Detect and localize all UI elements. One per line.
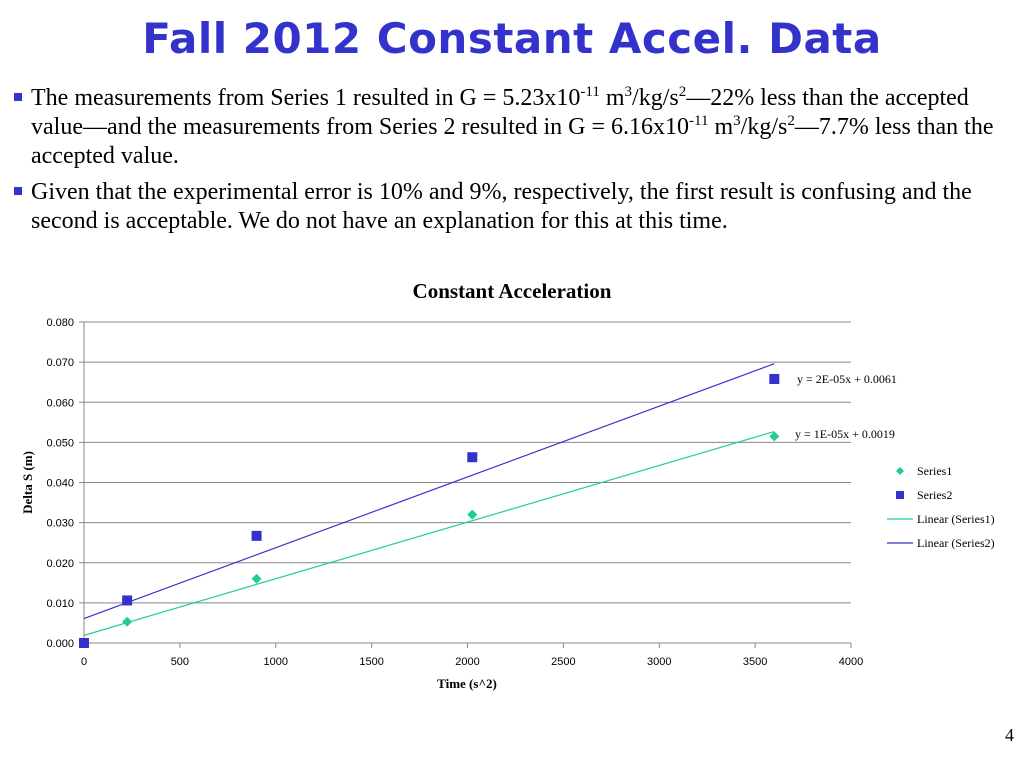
data-point-series2 [251, 530, 262, 541]
y-axis-label: Delta S (m) [20, 451, 35, 514]
bullet-text: Given that the experimental error is 10%… [31, 179, 972, 234]
x-tick-label: 3500 [743, 656, 767, 668]
x-tick-label: 1500 [359, 656, 383, 668]
trendline-equation-series1: y = 1E-05x + 0.0019 [795, 427, 895, 441]
y-tick-label: 0.080 [46, 317, 74, 329]
chart-title: Constant Acceleration [413, 279, 612, 303]
x-axis-label: Time (s^2) [437, 676, 497, 691]
y-tick-label: 0.070 [46, 357, 74, 369]
y-tick-label: 0.040 [46, 478, 74, 490]
legend-series2-label: Series2 [917, 488, 952, 502]
legend-series1-marker [896, 467, 904, 475]
y-tick-label: 0.050 [46, 437, 74, 449]
bullet-list: The measurements from Series 1 resulted … [14, 84, 1014, 243]
legend-series1-label: Series1 [917, 464, 952, 478]
trendline-series1 [83, 430, 775, 636]
data-point-series1 [467, 509, 478, 520]
legend-series2-marker [896, 491, 904, 499]
y-tick-label: 0.030 [46, 518, 74, 530]
x-tick-label: 0 [81, 656, 87, 668]
data-point-series1 [769, 431, 780, 442]
page-number: 4 [1005, 725, 1014, 745]
y-tick-label: 0.020 [46, 558, 74, 570]
x-tick-label: 3000 [647, 656, 671, 668]
y-tick-label: 0.000 [46, 638, 74, 650]
data-point-series2 [122, 595, 133, 606]
y-tick-label: 0.060 [46, 397, 74, 409]
x-tick-label: 2500 [551, 656, 575, 668]
trendline-series2 [83, 363, 775, 620]
y-tick-label: 0.010 [46, 598, 74, 610]
x-tick-label: 4000 [839, 656, 863, 668]
bullet-item: Given that the experimental error is 10%… [14, 178, 1014, 236]
slide-title: Fall 2012 Constant Accel. Data [142, 14, 882, 63]
bullet-square-icon [14, 93, 22, 101]
x-tick-label: 1000 [264, 656, 288, 668]
legend-linear-series1-label: Linear (Series1) [917, 512, 995, 526]
data-point-series2 [79, 638, 89, 648]
x-tick-label: 500 [171, 656, 189, 668]
legend-linear-series2-label: Linear (Series2) [917, 536, 995, 550]
bullet-square-icon [14, 187, 22, 195]
bullet-text: The measurements from Series 1 resulted … [31, 84, 994, 170]
bullet-item: The measurements from Series 1 resulted … [14, 84, 1014, 171]
x-tick-label: 2000 [455, 656, 479, 668]
data-point-series1 [251, 573, 262, 584]
data-point-series1 [122, 616, 133, 627]
data-point-series2 [769, 373, 780, 384]
scatter-chart: Constant Acceleration 0.000 0.010 0.020 0.03… [20, 279, 995, 691]
data-point-series2 [467, 452, 478, 463]
trendline-equation-series2: y = 2E-05x + 0.0061 [797, 372, 897, 386]
